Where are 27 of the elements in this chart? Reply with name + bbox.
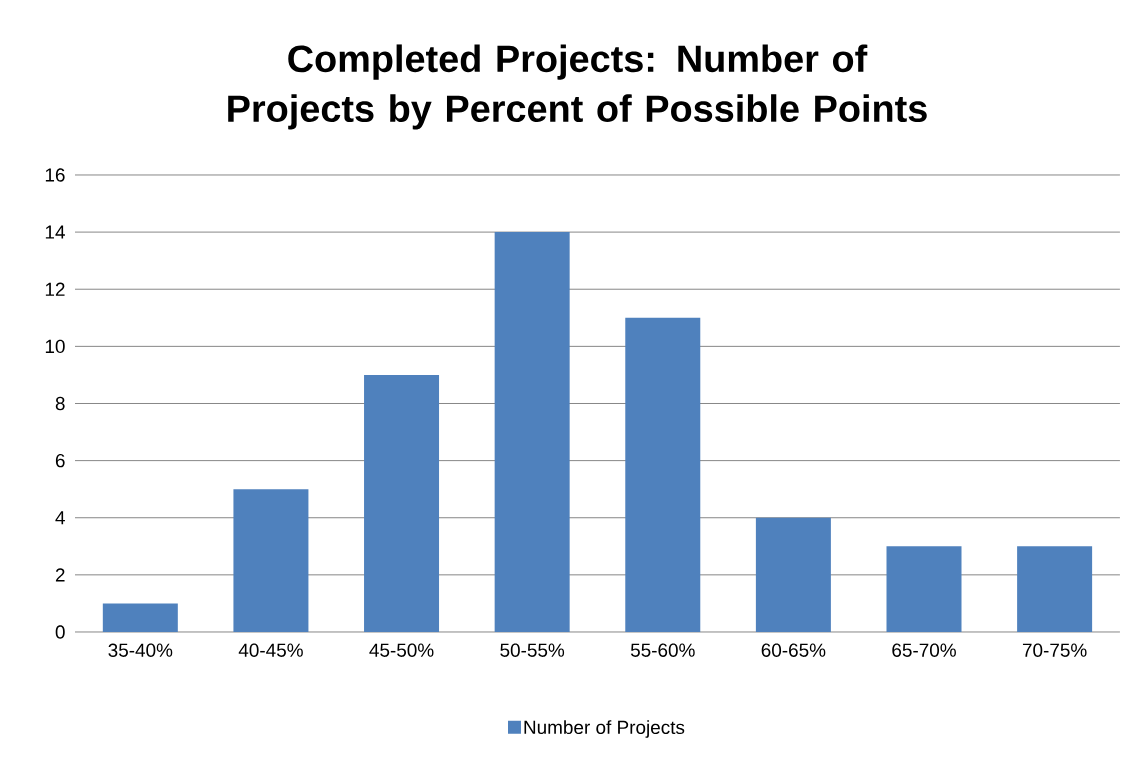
- bar: [1017, 546, 1093, 632]
- bar: [625, 317, 701, 632]
- chart-title: Completed Projects: Number of Projects by Percent of Possible Points: [228, 44, 927, 130]
- bar: [755, 517, 831, 632]
- x-tick-label: 70-75%: [1022, 643, 1087, 657]
- bar: [494, 232, 570, 632]
- y-tick-label: 6: [55, 453, 65, 468]
- y-tick-label: 14: [45, 225, 65, 239]
- x-tick-label: 50-55%: [500, 643, 565, 657]
- x-tick-label: 35-40%: [108, 643, 173, 657]
- x-tick-label: 60-65%: [761, 643, 826, 657]
- y-tick-label: 4: [55, 511, 65, 525]
- legend-label: Number of Projects: [524, 720, 685, 738]
- x-tick-label: 55-60%: [630, 643, 695, 657]
- bar: [886, 546, 962, 632]
- x-tick-label: 65-70%: [892, 643, 956, 657]
- y-tick-label: 8: [55, 396, 65, 411]
- x-tick-label: 40-45%: [238, 643, 303, 657]
- bar: [233, 489, 309, 632]
- y-tick-label: 0: [55, 625, 65, 639]
- y-tick-label: 10: [45, 339, 65, 354]
- y-tick-label: 2: [55, 568, 65, 582]
- y-tick-label: 12: [45, 282, 65, 296]
- bar: [102, 603, 178, 632]
- y-tick-label: 16: [45, 168, 65, 182]
- x-tick-label: 45-50%: [369, 643, 434, 657]
- bar: [364, 374, 440, 632]
